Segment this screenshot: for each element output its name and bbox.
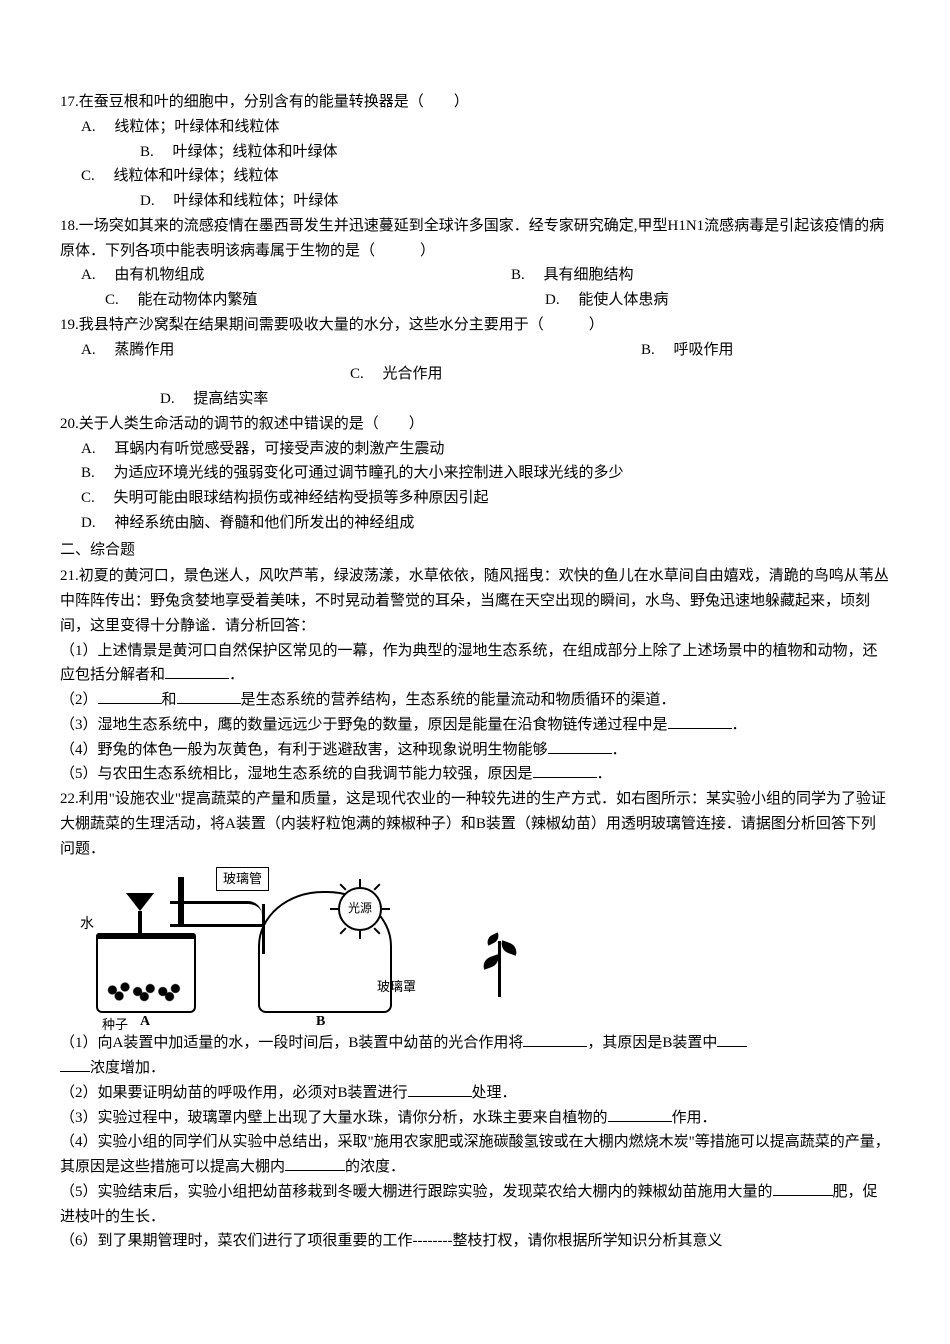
blank <box>773 1180 833 1196</box>
blank <box>523 1031 587 1047</box>
seedling-icon <box>480 925 520 997</box>
q17-stem: 17.在蚕豆根和叶的细胞中，分别含有的能量转换器是（ ） <box>60 90 890 115</box>
q20-opt-d: D. 神经系统由脑、脊髓和他们所发出的神经组成 <box>60 511 890 536</box>
blank <box>548 738 612 754</box>
blank <box>98 688 162 704</box>
blank <box>165 663 229 679</box>
q18-opt-d: D. 能使人体患病 <box>545 288 668 313</box>
q22-sub4-a: （4）实验小组的同学们从实验中总结出，采取"施用农家肥或深施碳酸氢铵或在大棚内燃… <box>60 1134 890 1175</box>
q21-sub2-a: （2） <box>60 692 98 708</box>
q21-sub5-a: （5）与农田生态系统相比，湿地生态系统的自我调节能力较强，原因是 <box>60 766 533 782</box>
q22-sub6: （6）到了果期管理时，菜农们进行了项很重要的工作--------整枝打杈，请你根… <box>60 1229 890 1254</box>
q22-sub5: （5）实验结束后，实验小组把幼苗移栽到冬暖大棚进行跟踪实验，发现菜农给大棚内的辣… <box>60 1180 890 1230</box>
q21-sub1: （1）上述情景是黄河口自然保护区常见的一幕，作为典型的湿地生态系统，在组成部分上… <box>60 639 890 689</box>
q22-sub1: （1）向A装置中加适量的水，一段时间后，B装置中幼苗的光合作用将 ，其原因是B装置… <box>60 1031 890 1081</box>
seeds-icon <box>104 975 188 1005</box>
q22-sub3-a: （3）实验过程中，玻璃罩内壁上出现了大量水珠，请你分析，水珠主要来自植物的 <box>60 1110 608 1126</box>
label-b: B <box>316 1010 325 1033</box>
q19-opt-c: C. 光合作用 <box>60 362 890 387</box>
q22-sub4: （4）实验小组的同学们从实验中总结出，采取"施用农家肥或深施碳酸氢铵或在大棚内燃… <box>60 1130 890 1180</box>
q20-opt-a: A. 耳蜗内有听觉感受器，可接受声波的刺激产生震动 <box>60 437 890 462</box>
period: ． <box>229 667 244 683</box>
q21-sub2-b: 和 <box>162 692 177 708</box>
q22-sub2: （2）如果要证明幼苗的呼吸作用，必须对B装置进行 处理． <box>60 1081 890 1106</box>
tube-label: 玻璃管 <box>216 867 269 890</box>
q22-sub3: （3）实验过程中，玻璃罩内壁上出现了大量水珠，请你分析，水珠主要来自植物的 作用． <box>60 1106 890 1131</box>
jar-a <box>96 933 196 1013</box>
cover-label: 玻璃罩 <box>377 976 416 997</box>
blank <box>608 1106 672 1122</box>
q22-sub4-b: 的浓度． <box>345 1159 405 1175</box>
q18-opt-b: B. 具有细胞结构 <box>511 263 634 288</box>
q22-sub2-a: （2）如果要证明幼苗的呼吸作用，必须对B装置进行 <box>60 1085 408 1101</box>
q18-row-cd: C. 能在动物体内繁殖 D. 能使人体患病 <box>60 288 890 313</box>
period: ． <box>597 766 612 782</box>
q19-row-ab: A. 蒸腾作用 B. 呼吸作用 <box>60 338 890 363</box>
q18-stem: 18.一场突如其来的流感疫情在墨西哥发生并迅速蔓延到全球许多国家．经专家研究确定… <box>60 214 890 264</box>
q19-opt-d: D. 提高结实率 <box>60 387 890 412</box>
blank <box>60 1056 90 1072</box>
label-a: A <box>140 1010 150 1033</box>
blank <box>668 713 732 729</box>
sun-icon: 光源 <box>338 887 382 931</box>
section-2-heading: 二、综合题 <box>60 538 890 563</box>
q20-stem: 20.关于人类生命活动的调节的叙述中错误的是（ ） <box>60 412 890 437</box>
q21-stem: 21.初夏的黄河口，景色迷人，风吹芦苇，绿波荡漾，水草依依，随风摇曳：欢快的鱼儿… <box>60 564 890 638</box>
q22-sub5-a: （5）实验结束后，实验小组把幼苗移栽到冬暖大棚进行跟踪实验，发现菜农给大棚内的辣… <box>60 1184 773 1200</box>
blank <box>285 1155 345 1171</box>
q21-sub2: （2） 和 是生态系统的营养结构，生态系统的能量流动和物质循环的渠道． <box>60 688 890 713</box>
figure-box: 玻璃管 水 光源 玻璃罩 种子 <box>80 869 410 1023</box>
water-label: 水 <box>80 913 94 936</box>
q22-sub1-a: （1）向A装置中加适量的水，一段时间后，B装置中幼苗的光合作用将 <box>60 1035 523 1051</box>
q19-opt-a: A. 蒸腾作用 <box>81 338 641 363</box>
q18-opt-a: A. 由有机物组成 <box>81 263 511 288</box>
period: ． <box>732 717 747 733</box>
q21-sub3: （3）湿地生态系统中，鹰的数量远远少于野兔的数量，原因是能量在沿食物链传递过程中… <box>60 713 890 738</box>
q17-opt-d: D. 叶绿体和线粒体；叶绿体 <box>60 189 890 214</box>
period: ． <box>612 742 627 758</box>
exam-page: 17.在蚕豆根和叶的细胞中，分别含有的能量转换器是（ ） A. 线粒体；叶绿体和… <box>0 0 950 1294</box>
sun-label: 光源 <box>348 899 372 919</box>
q22-sub3-b: 作用． <box>672 1110 717 1126</box>
q19-stem: 19.我县特产沙窝梨在结果期间需要吸收大量的水分，这些水分主要用于（ ） <box>60 313 890 338</box>
q21-sub3-a: （3）湿地生态系统中，鹰的数量远远少于野兔的数量，原因是能量在沿食物链传递过程中… <box>60 717 668 733</box>
q17-opt-c: C. 线粒体和叶绿体；线粒体 <box>60 164 890 189</box>
q18-opt-c: C. 能在动物体内繁殖 <box>105 288 545 313</box>
q18-row-ab: A. 由有机物组成 B. 具有细胞结构 <box>60 263 890 288</box>
q22-sub2-b: 处理． <box>472 1085 517 1101</box>
q19-opt-b: B. 呼吸作用 <box>641 338 734 363</box>
q21-sub4-a: （4）野兔的体色一般为灰黄色，有利于逃避敌害，这种现象说明生物能够 <box>60 742 548 758</box>
q20-opt-c: C. 失明可能由眼球结构损伤或神经结构受损等多种原因引起 <box>60 486 890 511</box>
q22-sub1-c: 浓度增加． <box>90 1060 165 1076</box>
q17-opt-b: B. 叶绿体；线粒体和叶绿体 <box>60 140 890 165</box>
q21-sub5: （5）与农田生态系统相比，湿地生态系统的自我调节能力较强，原因是 ． <box>60 762 890 787</box>
q21-sub4: （4）野兔的体色一般为灰黄色，有利于逃避敌害，这种现象说明生物能够 ． <box>60 738 890 763</box>
blank <box>177 688 241 704</box>
q22-stem: 22.利用"设施农业"提高蔬菜的产量和质量，这是现代农业的一种较先进的生产方式．… <box>60 787 890 861</box>
q21-sub2-c: 是生态系统的营养结构，生态系统的能量流动和物质循环的渠道． <box>241 692 676 708</box>
blank <box>717 1031 747 1047</box>
blank <box>533 762 597 778</box>
seeds-label: 种子 <box>102 1014 128 1035</box>
experiment-figure: 玻璃管 水 光源 玻璃罩 种子 <box>80 869 890 1023</box>
q22-sub1-b: ，其原因是B装置中 <box>587 1035 717 1051</box>
glass-tube <box>170 901 262 927</box>
funnel-icon <box>126 893 154 911</box>
q17-opt-a: A. 线粒体；叶绿体和线粒体 <box>60 115 890 140</box>
q20-opt-b: B. 为适应环境光线的强弱变化可通过调节瞳孔的大小来控制进入眼球光线的多少 <box>60 461 890 486</box>
blank <box>408 1081 472 1097</box>
